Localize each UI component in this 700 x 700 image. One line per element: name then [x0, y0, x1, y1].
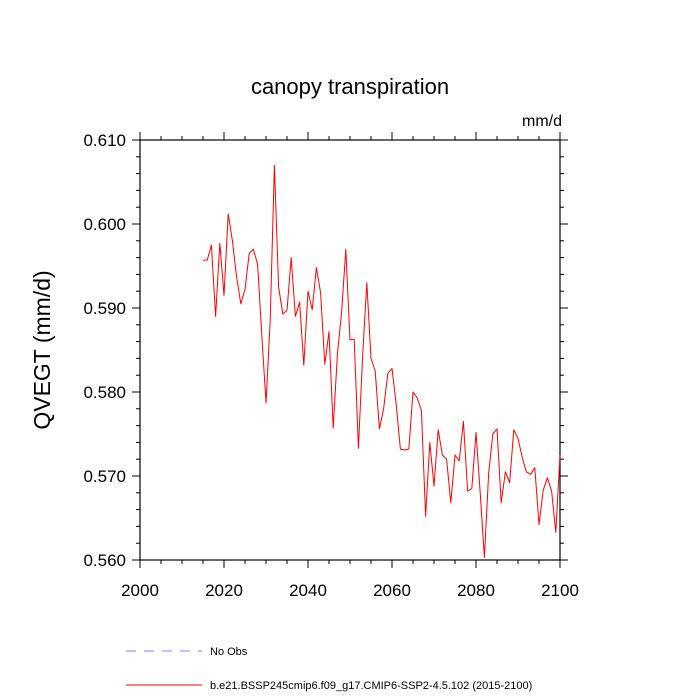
- units-label: mm/d: [522, 113, 562, 130]
- y-tick-label: 0.590: [83, 299, 126, 318]
- plot-area: [139, 139, 561, 561]
- series-line-1: [203, 164, 561, 558]
- x-tick-label: 2060: [373, 581, 411, 600]
- y-tick-label: 0.610: [83, 131, 126, 150]
- legend: No Obs b.e21.BSSP245cmip6.f09_g17.CMIP6-S…: [126, 646, 532, 692]
- y-tick-label: 0.560: [83, 551, 126, 570]
- legend-label-0: No Obs: [210, 646, 248, 658]
- x-tick-label: 2100: [541, 581, 579, 600]
- x-tick-label: 2000: [121, 581, 159, 600]
- y-axis-label: QVEGT (mm/d): [29, 270, 55, 429]
- axis-ticks: 2000 2020 2040 2060 2080 2100 0.560 0.570 0.580 0…: [83, 131, 578, 600]
- x-tick-label: 2020: [205, 581, 243, 600]
- y-tick-label: 0.570: [83, 467, 126, 486]
- y-tick-label: 0.600: [83, 215, 126, 234]
- x-tick-label: 2040: [289, 581, 327, 600]
- series-layer: [203, 164, 561, 558]
- x-tick-label: 2080: [457, 581, 495, 600]
- y-tick-label: 0.580: [83, 383, 126, 402]
- legend-label-1: b.e21.BSSP245cmip6.f09_g17.CMIP6-SSP2-4.…: [210, 680, 532, 692]
- chart-title: canopy transpiration: [251, 74, 449, 99]
